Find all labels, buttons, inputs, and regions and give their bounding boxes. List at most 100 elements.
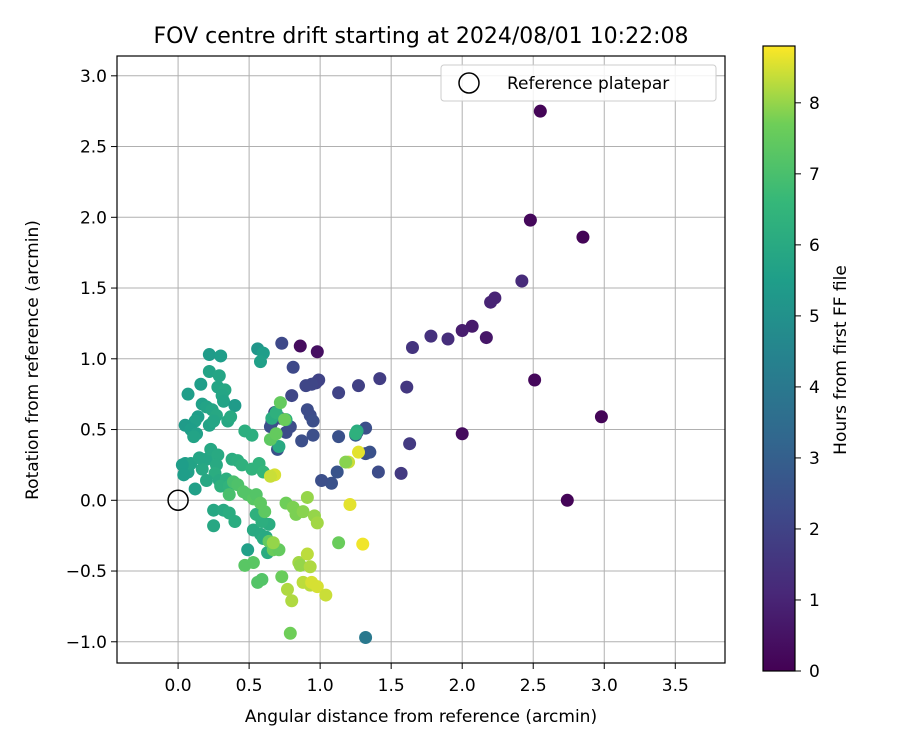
- data-point: [255, 573, 269, 587]
- y-tick-label: 0.5: [80, 421, 107, 441]
- y-tick-label: 3.0: [80, 67, 107, 87]
- x-tick-label: 3.5: [662, 676, 689, 696]
- data-point: [269, 406, 283, 420]
- data-point: [424, 329, 438, 343]
- data-point: [285, 594, 299, 608]
- data-point: [217, 394, 231, 408]
- data-point: [349, 427, 363, 441]
- data-point: [192, 451, 206, 465]
- data-point: [594, 410, 608, 424]
- data-point: [195, 462, 209, 476]
- colorbar-tick-label: 1: [809, 591, 820, 611]
- legend: Reference platepar: [440, 64, 717, 102]
- data-point: [403, 437, 417, 451]
- legend-marker-open-circle: [458, 72, 480, 94]
- data-point: [280, 582, 294, 596]
- data-point: [533, 104, 547, 118]
- data-point: [286, 360, 300, 374]
- data-point: [285, 389, 299, 403]
- data-point: [315, 473, 329, 487]
- data-point: [303, 560, 317, 574]
- data-point: [330, 465, 344, 479]
- y-tick-label: 0.0: [80, 491, 107, 511]
- data-point: [283, 626, 297, 640]
- colorbar-label: Hours from first FF file: [831, 265, 851, 455]
- reference-layer: [167, 489, 189, 512]
- colorbar-tick-label: 7: [809, 165, 820, 185]
- reference-platepar-marker: [167, 489, 189, 512]
- data-point: [295, 434, 309, 448]
- data-point: [373, 372, 387, 386]
- data-point: [272, 440, 286, 454]
- data-point: [394, 466, 408, 480]
- data-point: [325, 476, 339, 490]
- y-tick-label: −0.5: [66, 562, 107, 582]
- data-point: [275, 570, 289, 584]
- y-tick-label: 2.5: [80, 138, 107, 158]
- data-point: [187, 430, 201, 444]
- data-point: [278, 413, 292, 427]
- plot-area-frame: [116, 55, 726, 664]
- data-point: [576, 230, 590, 244]
- data-point: [479, 331, 493, 345]
- scatter-points: [175, 104, 608, 645]
- data-point: [181, 387, 195, 401]
- colorbar-tick-label: 4: [809, 378, 820, 398]
- data-point: [310, 516, 324, 530]
- data-point: [207, 503, 221, 517]
- y-axis-ticks: −1.0 −0.5 0.0 0.5 1.0 1.5 2.0 2.5 3.0: [66, 67, 117, 653]
- x-tick-label: 1.5: [378, 676, 405, 696]
- legend-entry-label: Reference platepar: [507, 74, 669, 94]
- data-point: [306, 428, 320, 442]
- x-tick-label: 3.0: [591, 676, 618, 696]
- data-point: [293, 558, 307, 572]
- data-point: [363, 445, 377, 459]
- y-tick-label: −1.0: [66, 633, 107, 653]
- data-point: [332, 430, 346, 444]
- colorbar-tick-label: 3: [809, 449, 820, 469]
- y-tick-label: 1.0: [80, 350, 107, 370]
- data-point: [515, 274, 529, 288]
- data-point: [319, 588, 333, 602]
- data-point: [188, 482, 202, 496]
- data-point: [228, 515, 242, 529]
- data-point: [293, 339, 307, 353]
- x-axis-label: Angular distance from reference (arcmin): [245, 707, 597, 727]
- data-point: [199, 473, 213, 487]
- data-point: [266, 536, 280, 550]
- data-point: [207, 519, 221, 533]
- y-tick-label: 1.5: [80, 279, 107, 299]
- data-point: [523, 213, 537, 227]
- data-point: [253, 355, 267, 369]
- data-point: [177, 468, 191, 482]
- chart-title: FOV centre drift starting at 2024/08/01 …: [154, 24, 689, 49]
- data-point: [300, 490, 314, 504]
- data-point: [310, 345, 324, 359]
- x-tick-label: 2.0: [449, 676, 476, 696]
- x-tick-label: 0.0: [165, 676, 192, 696]
- data-point: [245, 428, 259, 442]
- data-point: [528, 373, 542, 387]
- data-point: [371, 465, 385, 479]
- data-point: [202, 365, 216, 379]
- colorbar-ticks: 0 1 2 3 4 5 6 7 8: [795, 94, 820, 682]
- data-point: [351, 379, 365, 393]
- grid: [117, 56, 725, 663]
- data-point: [484, 295, 498, 309]
- data-point: [300, 547, 314, 561]
- data-point: [332, 536, 346, 550]
- data-point: [343, 498, 357, 512]
- data-point: [258, 505, 272, 519]
- x-tick-label: 2.5: [520, 676, 547, 696]
- data-point: [405, 340, 419, 354]
- y-axis-label: Rotation from reference (arcmin): [23, 220, 43, 500]
- data-point: [273, 396, 287, 410]
- colorbar-tick-label: 0: [809, 662, 820, 682]
- colorbar-gradient: [762, 45, 796, 672]
- data-point: [455, 427, 469, 441]
- data-point: [356, 537, 370, 551]
- data-point: [246, 556, 260, 570]
- y-tick-label: 2.0: [80, 208, 107, 228]
- legend-box: [440, 64, 717, 102]
